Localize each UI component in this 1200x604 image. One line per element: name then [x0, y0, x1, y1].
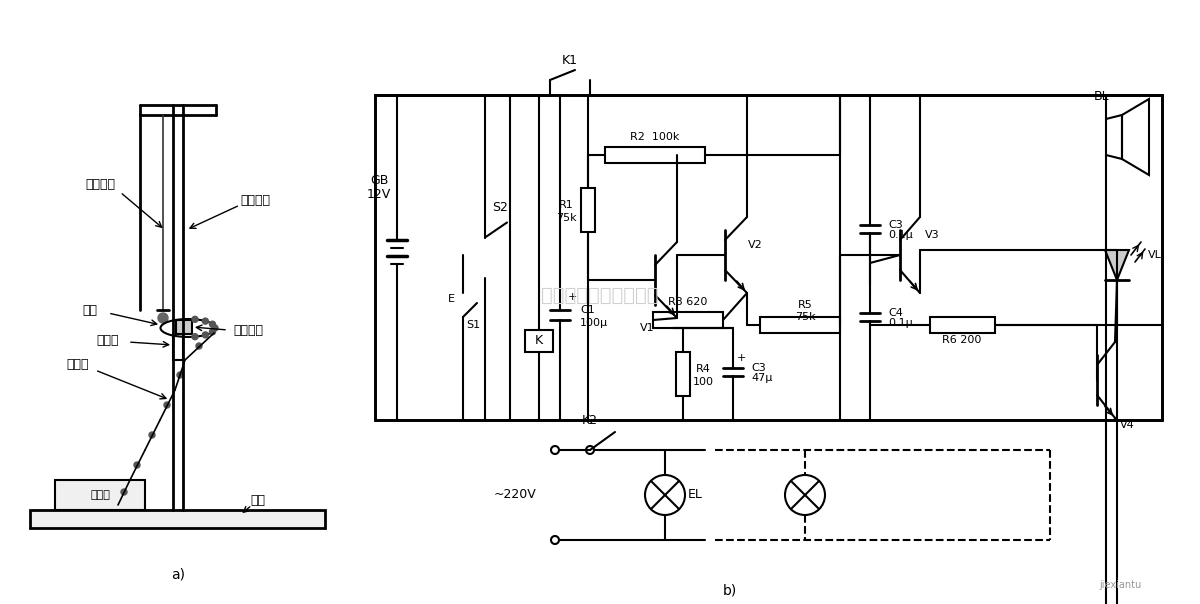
- Text: V3: V3: [925, 230, 940, 240]
- Bar: [176, 320, 192, 334]
- Bar: [55, 480, 145, 510]
- Text: S2: S2: [492, 201, 508, 214]
- Text: EL: EL: [688, 489, 702, 501]
- Text: C3: C3: [888, 220, 902, 230]
- Circle shape: [149, 432, 155, 438]
- Text: 75k: 75k: [794, 312, 815, 322]
- Text: 金属支架: 金属支架: [240, 193, 270, 207]
- Text: 软导线: 软导线: [67, 359, 89, 371]
- Text: 100: 100: [692, 377, 714, 387]
- Text: R2  100k: R2 100k: [630, 132, 679, 142]
- Text: b): b): [722, 583, 737, 597]
- Text: 铜柱体: 铜柱体: [97, 333, 119, 347]
- Text: 0.1μ: 0.1μ: [888, 318, 913, 328]
- Bar: [374, 95, 1162, 420]
- Text: +: +: [568, 292, 577, 302]
- Text: 47μ: 47μ: [751, 373, 773, 383]
- Bar: [653, 312, 722, 328]
- Text: R4: R4: [696, 364, 710, 374]
- Text: K2: K2: [582, 414, 598, 426]
- Text: 绝缘夹具: 绝缘夹具: [233, 324, 263, 336]
- Text: 75k: 75k: [556, 213, 576, 223]
- Circle shape: [212, 325, 218, 331]
- Text: ~220V: ~220V: [493, 489, 536, 501]
- Text: R5: R5: [798, 300, 812, 310]
- Bar: [676, 352, 690, 396]
- Text: 底座: 底座: [251, 493, 265, 507]
- Bar: [581, 188, 595, 232]
- Polygon shape: [1106, 115, 1122, 159]
- Text: S1: S1: [466, 320, 480, 330]
- Text: a): a): [172, 568, 185, 582]
- Text: 铜圈: 铜圈: [83, 303, 97, 316]
- Text: K1: K1: [562, 54, 578, 66]
- Text: E: E: [448, 294, 455, 304]
- Text: GB: GB: [370, 173, 388, 187]
- Text: 报警器: 报警器: [90, 490, 110, 500]
- Text: 0.1μ: 0.1μ: [888, 230, 913, 240]
- Text: 多股铜线: 多股铜线: [85, 179, 115, 191]
- Polygon shape: [1105, 250, 1129, 280]
- Bar: [30, 510, 325, 528]
- Circle shape: [210, 329, 216, 335]
- Bar: [605, 147, 706, 163]
- Text: C4: C4: [888, 308, 902, 318]
- Circle shape: [121, 489, 127, 495]
- Circle shape: [158, 313, 168, 323]
- Circle shape: [196, 343, 202, 349]
- Text: R3 620: R3 620: [668, 297, 708, 307]
- Text: VL: VL: [1148, 250, 1162, 260]
- Circle shape: [192, 333, 198, 339]
- Text: V4: V4: [1120, 420, 1134, 430]
- Text: +: +: [737, 353, 745, 363]
- Text: BL: BL: [1094, 91, 1110, 103]
- Circle shape: [203, 318, 209, 324]
- Bar: [760, 317, 840, 333]
- Circle shape: [134, 462, 140, 468]
- Circle shape: [192, 316, 198, 323]
- Text: K: K: [535, 335, 544, 347]
- Circle shape: [164, 402, 170, 408]
- Text: R1: R1: [559, 200, 574, 210]
- Text: 12V: 12V: [367, 188, 391, 202]
- Bar: [526, 330, 553, 352]
- Text: jiexiantu: jiexiantu: [1099, 580, 1141, 590]
- Circle shape: [178, 372, 182, 378]
- Circle shape: [210, 321, 216, 327]
- Circle shape: [203, 332, 209, 338]
- Text: C1: C1: [580, 305, 595, 315]
- Text: R6 200: R6 200: [942, 335, 982, 345]
- Text: V1: V1: [640, 323, 654, 333]
- Text: V2: V2: [748, 240, 762, 250]
- Text: 杭州将睿科技有限公司: 杭州将睿科技有限公司: [541, 286, 659, 304]
- Text: C3: C3: [751, 363, 766, 373]
- Text: 100μ: 100μ: [580, 318, 608, 328]
- Bar: [930, 317, 995, 333]
